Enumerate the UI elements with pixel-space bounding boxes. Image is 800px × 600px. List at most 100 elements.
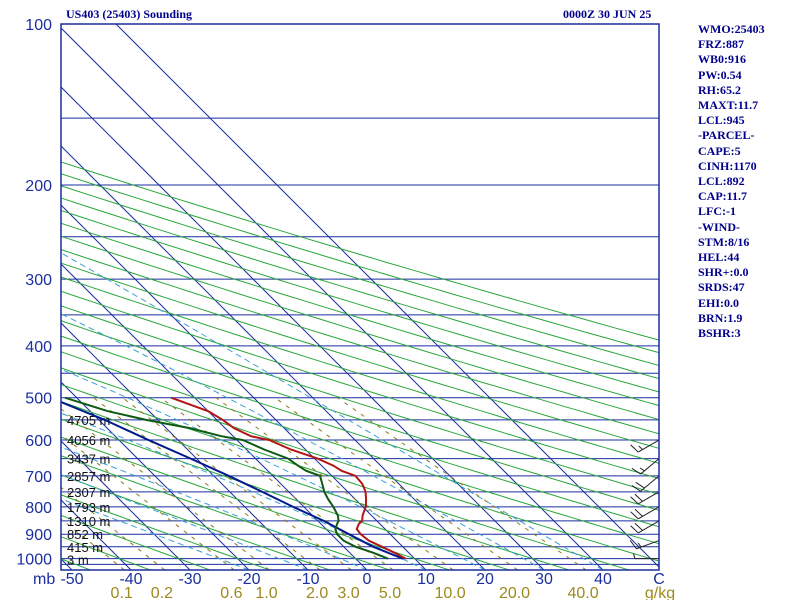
dry-adiabat [61, 222, 659, 407]
stat-line: LCL:892 [698, 174, 745, 189]
stat-line: LFC:-1 [698, 204, 736, 219]
height-label: 2857 m [67, 469, 110, 484]
isotherm-line [61, 86, 545, 570]
moist-adiabat [61, 252, 604, 570]
isotherm-line [115, 24, 659, 568]
moist-adiabat [61, 368, 486, 570]
dry-adiabat [61, 185, 659, 367]
wind-barb-flag [630, 525, 639, 534]
dry-adiabat [61, 249, 659, 435]
stat-line: STM:8/16 [698, 234, 750, 249]
height-label: 1793 m [67, 500, 110, 515]
isotherm-line [61, 499, 132, 570]
stat-line: FRZ:887 [698, 37, 744, 52]
mixing-ratio-tick-label: 20.0 [499, 585, 530, 600]
height-label: 2307 m [67, 485, 110, 500]
dry-adiabat [61, 351, 659, 545]
temperature-unit-label: C [653, 571, 665, 588]
stat-line: WMO:25403 [698, 22, 765, 36]
stat-line: MAXT:11.7 [698, 98, 759, 113]
temperature-line [170, 396, 407, 560]
pressure-tick-label: 500 [25, 391, 52, 408]
dry-adiabat [61, 400, 570, 570]
dry-adiabat [61, 455, 390, 570]
pressure-unit-label: mb [33, 571, 55, 588]
wind-barb-staff [637, 506, 660, 520]
stat-line: PW:0.54 [698, 67, 742, 82]
isotherm-line [61, 381, 250, 570]
wind-barb-flag [631, 485, 641, 492]
wind-barb-flag [629, 540, 637, 550]
mixing-ratio-tick-label: 5.0 [379, 585, 401, 600]
moist-adiabat [61, 313, 545, 570]
mixing-ratio-line [122, 397, 352, 570]
temperature-tick-label: -50 [60, 571, 83, 588]
dry-adiabat [61, 276, 659, 464]
height-label: 852 m [67, 527, 103, 542]
stat-line: BRN:1.9 [698, 310, 743, 325]
mixing-ratio-tick-label: 0.6 [220, 585, 242, 600]
pressure-tick-label: 900 [25, 527, 52, 544]
dry-adiabat [61, 320, 659, 511]
stat-line: WB0:916 [698, 52, 746, 67]
mixing-ratio-tick-label: 2.0 [306, 585, 328, 600]
wind-barb [629, 540, 660, 550]
temperature-tick-label: 30 [535, 571, 553, 588]
chart-time: 0000Z 30 JUN 25 [563, 7, 651, 21]
wind-barb-half-flag [639, 467, 645, 472]
wind-barb-staff [637, 439, 660, 453]
temperature-tick-label: -10 [296, 571, 319, 588]
height-label: 3437 m [67, 452, 110, 467]
wind-barb-staff [636, 540, 660, 550]
mixing-ratio-line [61, 486, 166, 570]
mixing-ratio-tick-label: 3.0 [337, 585, 359, 600]
dry-adiabat [61, 436, 450, 570]
mixing-ratio-line [160, 397, 394, 570]
height-label: 4705 m [67, 413, 110, 428]
dry-adiabat [61, 235, 659, 421]
height-label: 4056 m [67, 433, 110, 448]
isotherm-line [61, 440, 191, 570]
stat-line: CAP:11.7 [698, 189, 747, 204]
pressure-tick-label: 1000 [16, 552, 52, 569]
wind-barb-half-flag [637, 542, 642, 548]
wind-barb-flag [634, 522, 643, 531]
dry-adiabat [61, 197, 659, 380]
wind-barb [630, 439, 660, 453]
wind-barb-flag [630, 496, 639, 505]
stat-line: CINH:1170 [698, 158, 757, 173]
wind-barb-flag [635, 481, 645, 489]
temperature-tick-label: -40 [119, 571, 142, 588]
temperature-tick-label: 20 [476, 571, 494, 588]
wind-barb [631, 475, 660, 492]
wind-barb [630, 491, 660, 505]
temperature-tick-label: 10 [417, 571, 435, 588]
moist-adiabat [61, 446, 368, 570]
dewpoint-line [64, 396, 389, 560]
wind-barb-flag [634, 493, 643, 502]
wind-barb-flag [631, 467, 641, 475]
stat-line: SRDS:47 [698, 280, 745, 295]
dry-adiabat [61, 305, 659, 495]
dry-adiabat [0, 24, 31, 570]
isotherm-line [61, 204, 427, 570]
moist-adiabat [61, 498, 250, 570]
stat-line: RH:65.2 [698, 82, 741, 97]
mixing-ratio-line [215, 397, 454, 570]
isotherm-line [61, 322, 309, 570]
temperature-tick-label: -30 [178, 571, 201, 588]
wind-barb-flag [630, 444, 639, 453]
dry-adiabat [61, 418, 510, 570]
wind-barb-staff [640, 458, 660, 475]
mixing-ratio-tick-label: 10.0 [435, 585, 466, 600]
wind-barb-staff [640, 475, 660, 492]
pressure-tick-label: 300 [25, 272, 52, 289]
pressure-tick-label: 800 [25, 500, 52, 517]
pressure-tick-label: 200 [25, 178, 52, 195]
dry-adiabat [61, 514, 211, 570]
mixing-ratio-tick-label: 0.2 [151, 585, 173, 600]
height-label: 1310 m [67, 514, 110, 529]
stat-line: SHR+:0.0 [698, 265, 749, 280]
